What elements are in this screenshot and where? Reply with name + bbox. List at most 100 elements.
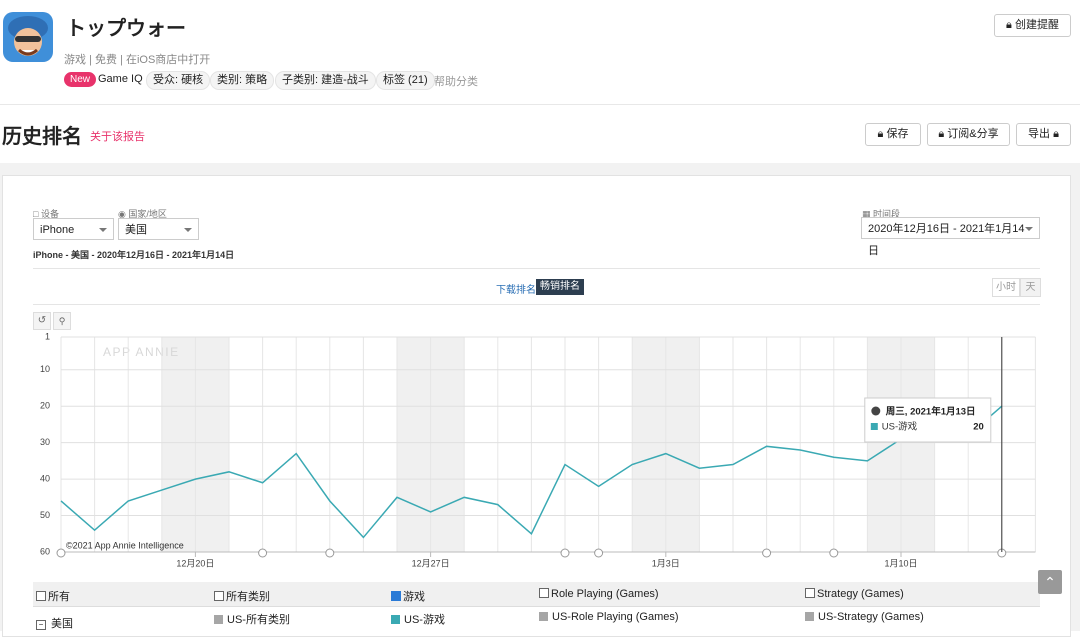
- help-link[interactable]: 帮助分类: [434, 76, 478, 88]
- tag[interactable]: 受众: 硬核: [146, 71, 211, 90]
- x-tick-label: 1月10日: [884, 558, 917, 568]
- share-button[interactable]: 🔒︎ 订阅&分享: [927, 123, 1010, 146]
- alert-button[interactable]: 🔒︎ 创建提醒: [994, 14, 1071, 37]
- header-text: 游戏: [403, 591, 425, 603]
- y-tick-label: 20: [40, 401, 50, 411]
- select-value: 2020年12月16日 - 2021年1月14日: [868, 223, 1025, 257]
- legend-header-cell[interactable]: Role Playing (Games): [539, 588, 659, 600]
- checkbox[interactable]: [36, 591, 46, 601]
- filter-label: □ 设备: [33, 209, 59, 219]
- y-tick-label: 40: [40, 473, 50, 483]
- legend-entry[interactable]: US-游戏: [391, 611, 445, 627]
- report-title: 历史排名: [2, 126, 82, 148]
- row-text: 美国: [51, 618, 73, 630]
- y-tick-label: 50: [40, 510, 50, 520]
- granularity-button[interactable]: 天: [1020, 278, 1041, 297]
- header-text: 所有类别: [226, 591, 270, 603]
- legend-text: US-Role Playing (Games): [552, 611, 679, 623]
- copyright: ©2021 App Annie Intelligence: [66, 540, 184, 550]
- button-label: 创建提醒: [1014, 19, 1059, 31]
- checkbox[interactable]: [391, 591, 401, 601]
- event-marker: [325, 548, 335, 558]
- granularity-button[interactable]: 小时: [992, 278, 1020, 297]
- new-badge: New: [64, 72, 97, 87]
- tooltip-swatch: [870, 423, 878, 430]
- game-iq: Game IQ: [98, 73, 143, 85]
- tag[interactable]: 类别: 策略: [210, 71, 275, 90]
- watermark: APP ANNIE: [103, 345, 180, 359]
- tag[interactable]: 标签 (21): [376, 71, 435, 90]
- device-select[interactable]: iPhone: [33, 218, 114, 240]
- header-text: Strategy (Games): [817, 588, 904, 600]
- period-select[interactable]: 2020年12月16日 - 2021年1月14日: [861, 217, 1040, 257]
- legend-entry[interactable]: US-Strategy (Games): [805, 611, 924, 623]
- legend-swatch: [539, 612, 548, 621]
- row-label: − 美国: [36, 615, 73, 631]
- zoom-button[interactable]: ⚲: [53, 312, 71, 330]
- checkbox[interactable]: [214, 591, 224, 601]
- legend-header: [33, 582, 1040, 606]
- tab-active[interactable]: 畅销排名: [536, 279, 584, 295]
- series-line: [60, 405, 1003, 539]
- tooltip-box: [864, 397, 992, 443]
- legend-entry[interactable]: US-Role Playing (Games): [539, 611, 679, 623]
- y-tick-label: 30: [40, 437, 50, 447]
- about-link[interactable]: 关于该报告: [90, 131, 145, 143]
- event-marker: [829, 548, 839, 558]
- tooltip-value: 20: [973, 422, 984, 433]
- globe-icon: [871, 406, 881, 416]
- event-marker: [762, 548, 772, 558]
- legend-text: US-游戏: [404, 614, 445, 626]
- label-text: 国家/地区: [128, 209, 167, 219]
- label-text: 设备: [40, 209, 59, 219]
- legend-entry[interactable]: US-所有类别: [214, 611, 290, 627]
- x-tick-label: 12月20日: [176, 558, 214, 568]
- checkbox[interactable]: [805, 588, 815, 598]
- x-tick-label: 12月27日: [412, 558, 450, 568]
- select-value: 美国: [125, 224, 147, 236]
- y-tick-label: 60: [40, 546, 50, 556]
- y-tick-label: 1: [45, 331, 50, 341]
- legend-header-cell[interactable]: Strategy (Games): [805, 588, 904, 600]
- export-button[interactable]: 导出 🔒︎: [1016, 123, 1071, 146]
- tooltip-series: US-游戏: [882, 421, 918, 433]
- button-label: 订阅&分享: [947, 128, 999, 140]
- tab[interactable]: 下载排名: [496, 285, 536, 296]
- event-marker: [560, 548, 570, 558]
- filter-label: ◉ 国家/地区: [118, 209, 167, 219]
- select-value: iPhone: [40, 224, 75, 236]
- legend-swatch: [391, 615, 400, 624]
- filter-label: ▦ 时间段: [862, 209, 901, 219]
- tag[interactable]: 子类别: 建造-战斗: [275, 71, 376, 90]
- legend-swatch: [805, 612, 814, 621]
- app-icon: [3, 12, 53, 62]
- divider: [33, 268, 1040, 269]
- header-text: 所有: [48, 591, 70, 603]
- label-text: 时间段: [873, 209, 901, 219]
- reset-zoom[interactable]: ↺: [33, 312, 51, 330]
- legend-swatch: [214, 615, 223, 624]
- button-label: 导出: [1028, 128, 1051, 140]
- divider: [0, 104, 1080, 105]
- legend-header-cell[interactable]: 所有类别: [214, 588, 270, 604]
- event-marker: [56, 548, 66, 558]
- header-text: Role Playing (Games): [551, 588, 659, 600]
- event-marker: [258, 548, 268, 558]
- app-title: トップウォー: [66, 18, 186, 40]
- country-select[interactable]: 美国: [118, 218, 199, 240]
- save-button[interactable]: 🔒︎ 保存: [865, 123, 921, 146]
- legend-header-cell[interactable]: 所有: [36, 588, 70, 604]
- legend-text: US-Strategy (Games): [818, 611, 924, 623]
- scroll-top[interactable]: ⌃: [1038, 570, 1062, 594]
- app-meta[interactable]: 游戏 | 免费 | 在iOS商店中打开: [64, 54, 211, 66]
- filter-summary: iPhone - 美国 - 2020年12月16日 - 2021年1月14日: [33, 250, 235, 260]
- legend-header-cell[interactable]: 游戏: [391, 588, 425, 604]
- legend-text: US-所有类别: [227, 614, 290, 626]
- checkbox[interactable]: [539, 588, 549, 598]
- event-marker: [594, 548, 604, 558]
- x-tick-label: 1月3日: [652, 558, 680, 568]
- y-tick-label: 10: [40, 364, 50, 374]
- divider: [33, 606, 1040, 607]
